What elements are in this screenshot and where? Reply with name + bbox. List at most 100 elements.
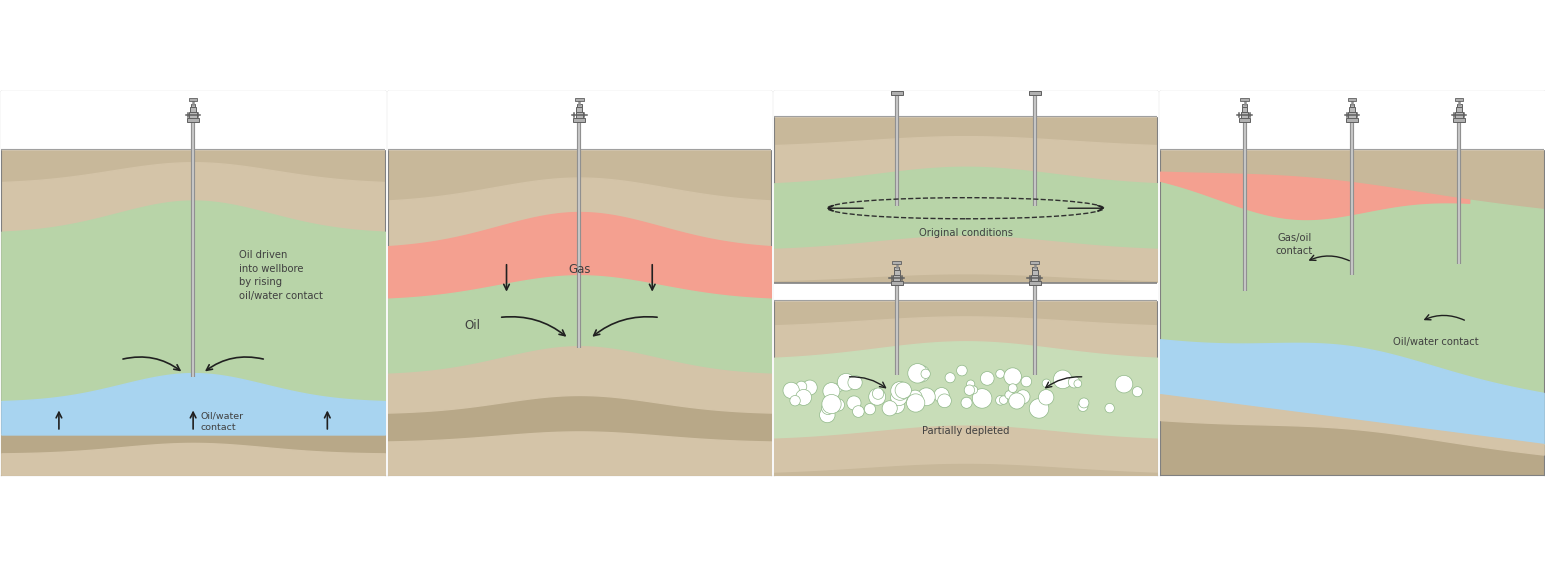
Circle shape bbox=[1043, 379, 1051, 388]
Circle shape bbox=[1029, 398, 1049, 418]
Circle shape bbox=[1068, 376, 1080, 388]
Circle shape bbox=[961, 397, 972, 408]
Circle shape bbox=[938, 394, 952, 408]
FancyBboxPatch shape bbox=[190, 108, 196, 112]
FancyBboxPatch shape bbox=[895, 77, 899, 80]
Circle shape bbox=[833, 399, 845, 411]
FancyBboxPatch shape bbox=[1032, 77, 1037, 80]
FancyBboxPatch shape bbox=[1454, 118, 1465, 122]
Circle shape bbox=[1078, 402, 1088, 411]
FancyBboxPatch shape bbox=[1347, 98, 1357, 101]
Circle shape bbox=[1115, 375, 1132, 393]
Circle shape bbox=[837, 374, 854, 391]
FancyBboxPatch shape bbox=[576, 108, 582, 112]
Circle shape bbox=[908, 390, 922, 405]
Circle shape bbox=[918, 388, 935, 406]
Circle shape bbox=[964, 385, 975, 396]
FancyBboxPatch shape bbox=[1455, 112, 1463, 118]
Circle shape bbox=[819, 408, 834, 423]
Circle shape bbox=[822, 402, 834, 414]
Text: Oil: Oil bbox=[465, 319, 480, 332]
Circle shape bbox=[1078, 398, 1089, 408]
FancyBboxPatch shape bbox=[190, 112, 196, 118]
Circle shape bbox=[823, 383, 840, 400]
FancyBboxPatch shape bbox=[1031, 71, 1038, 74]
FancyBboxPatch shape bbox=[188, 98, 198, 101]
FancyBboxPatch shape bbox=[573, 118, 586, 122]
Circle shape bbox=[908, 363, 927, 383]
FancyBboxPatch shape bbox=[1239, 118, 1250, 122]
FancyBboxPatch shape bbox=[1031, 85, 1038, 91]
Circle shape bbox=[783, 382, 799, 398]
FancyBboxPatch shape bbox=[1346, 118, 1358, 122]
FancyBboxPatch shape bbox=[1457, 108, 1462, 112]
FancyBboxPatch shape bbox=[190, 104, 196, 108]
Circle shape bbox=[1017, 390, 1031, 404]
Text: Original conditions: Original conditions bbox=[919, 228, 1012, 238]
FancyBboxPatch shape bbox=[187, 118, 199, 122]
FancyBboxPatch shape bbox=[1349, 112, 1355, 118]
FancyBboxPatch shape bbox=[893, 71, 901, 74]
Circle shape bbox=[796, 389, 811, 405]
Text: Gas: Gas bbox=[569, 263, 590, 276]
FancyBboxPatch shape bbox=[1241, 98, 1248, 101]
Circle shape bbox=[1009, 384, 1017, 393]
Circle shape bbox=[1105, 404, 1114, 413]
FancyBboxPatch shape bbox=[893, 85, 901, 91]
FancyBboxPatch shape bbox=[1242, 104, 1247, 108]
Circle shape bbox=[834, 383, 844, 392]
Circle shape bbox=[1038, 389, 1054, 405]
Circle shape bbox=[997, 370, 1004, 378]
Circle shape bbox=[1004, 391, 1014, 399]
FancyBboxPatch shape bbox=[1031, 275, 1038, 281]
Circle shape bbox=[802, 380, 817, 395]
Text: Gas/oil
contact: Gas/oil contact bbox=[1276, 233, 1313, 256]
FancyBboxPatch shape bbox=[895, 267, 899, 271]
Circle shape bbox=[882, 401, 898, 416]
FancyBboxPatch shape bbox=[1031, 261, 1038, 264]
Circle shape bbox=[890, 389, 907, 406]
Circle shape bbox=[1074, 380, 1081, 388]
FancyBboxPatch shape bbox=[1349, 104, 1355, 108]
Circle shape bbox=[1000, 396, 1007, 404]
FancyBboxPatch shape bbox=[1241, 112, 1248, 118]
FancyBboxPatch shape bbox=[576, 104, 582, 108]
Circle shape bbox=[1021, 376, 1032, 387]
Circle shape bbox=[956, 365, 967, 376]
FancyBboxPatch shape bbox=[893, 80, 899, 85]
Circle shape bbox=[789, 396, 800, 406]
FancyBboxPatch shape bbox=[1029, 91, 1040, 95]
Circle shape bbox=[891, 381, 910, 400]
Circle shape bbox=[847, 396, 861, 410]
Circle shape bbox=[972, 389, 992, 408]
Circle shape bbox=[1054, 370, 1072, 389]
Circle shape bbox=[935, 388, 949, 403]
Circle shape bbox=[822, 395, 840, 414]
FancyBboxPatch shape bbox=[1455, 98, 1463, 101]
FancyBboxPatch shape bbox=[1349, 108, 1355, 112]
Circle shape bbox=[1132, 387, 1142, 397]
Circle shape bbox=[1004, 368, 1021, 385]
Circle shape bbox=[967, 380, 975, 388]
FancyBboxPatch shape bbox=[1032, 267, 1037, 271]
Circle shape bbox=[848, 375, 862, 389]
FancyBboxPatch shape bbox=[891, 281, 902, 285]
Circle shape bbox=[1007, 370, 1021, 383]
Circle shape bbox=[868, 388, 885, 405]
FancyBboxPatch shape bbox=[576, 112, 582, 118]
FancyBboxPatch shape bbox=[891, 91, 902, 95]
FancyBboxPatch shape bbox=[893, 271, 899, 275]
Circle shape bbox=[995, 396, 1006, 405]
Circle shape bbox=[907, 394, 925, 412]
Circle shape bbox=[946, 372, 955, 383]
Circle shape bbox=[873, 388, 884, 400]
Circle shape bbox=[864, 404, 876, 415]
FancyBboxPatch shape bbox=[1032, 271, 1038, 275]
Text: Oil/water
contact: Oil/water contact bbox=[201, 412, 244, 432]
Circle shape bbox=[981, 371, 993, 385]
FancyBboxPatch shape bbox=[893, 261, 901, 264]
Circle shape bbox=[921, 369, 930, 379]
Circle shape bbox=[970, 386, 978, 394]
Circle shape bbox=[913, 366, 930, 382]
Circle shape bbox=[888, 397, 905, 414]
